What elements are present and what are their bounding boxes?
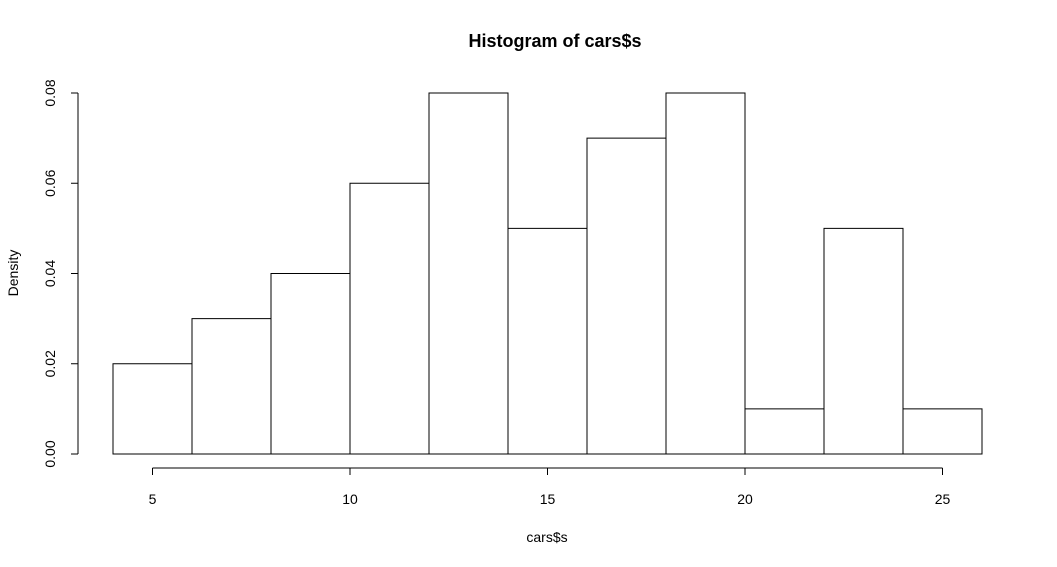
y-tick-label-1: 0.02 xyxy=(42,350,58,377)
x-axis-label: cars$s xyxy=(526,529,567,545)
x-tick-label-3: 20 xyxy=(737,491,753,507)
histogram-bar-7 xyxy=(665,92,746,455)
y-tick-label-2: 0.04 xyxy=(42,260,58,287)
histogram-bar-2 xyxy=(270,273,351,455)
y-axis-label: Density xyxy=(5,250,21,297)
y-axis: 0.00 0.02 0.04 0.06 0.08 xyxy=(42,79,79,468)
histogram-bar-3 xyxy=(349,182,430,455)
y-tick-label-4: 0.08 xyxy=(42,79,58,106)
x-axis: 5 10 15 20 25 xyxy=(149,467,951,507)
histogram-bar-0 xyxy=(112,363,193,455)
histogram-bar-4 xyxy=(428,92,509,455)
histogram-bar-5 xyxy=(507,227,588,455)
histogram-bar-9 xyxy=(823,227,904,455)
histogram-bar-10 xyxy=(902,408,983,455)
y-tick-label-3: 0.06 xyxy=(42,169,58,196)
histogram-bar-1 xyxy=(191,318,272,455)
x-tick-label-2: 15 xyxy=(540,491,556,507)
histogram-bar-8 xyxy=(744,408,825,455)
chart-title: Histogram of cars$s xyxy=(468,31,641,51)
histogram-bar-6 xyxy=(586,137,667,455)
x-tick-label-4: 25 xyxy=(935,491,951,507)
bars-group xyxy=(112,92,983,455)
y-tick-label-0: 0.00 xyxy=(42,440,58,467)
x-tick-label-0: 5 xyxy=(149,491,157,507)
x-tick-label-1: 10 xyxy=(342,491,358,507)
